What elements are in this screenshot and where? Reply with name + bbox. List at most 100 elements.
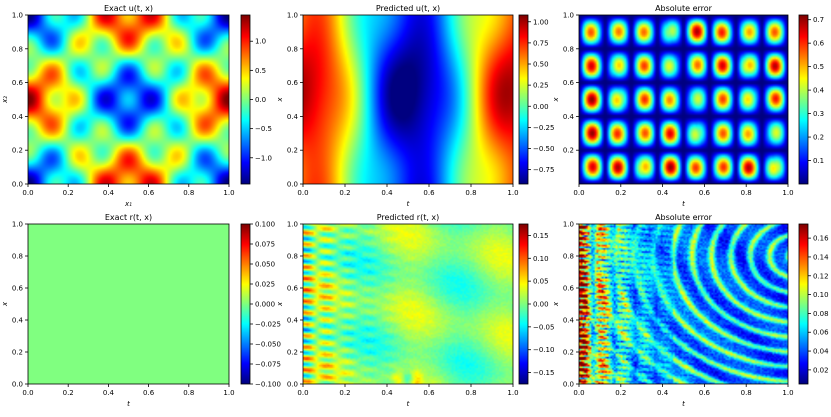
x-axis-label: t xyxy=(407,200,410,208)
y-tick-label: 0.2 xyxy=(563,349,574,357)
y-axis-label: x xyxy=(552,97,560,103)
y-tick-label: 1.0 xyxy=(563,12,574,20)
colorbar-tick-label: 0.7 xyxy=(813,16,824,24)
y-tick-label: 0.8 xyxy=(12,253,23,261)
colorbar-frame xyxy=(798,14,809,185)
x-tick-label: 0.0 xyxy=(573,189,584,197)
y-tick-label: 0.6 xyxy=(563,79,575,87)
x-tick-label: 0.4 xyxy=(103,389,115,397)
x-tick-label: 1.0 xyxy=(223,189,234,197)
y-axis-label: x xyxy=(276,97,284,103)
colorbar-tick-label: 0.050 xyxy=(255,261,275,269)
plot-frame xyxy=(302,14,514,185)
x-tick-label: 0.4 xyxy=(103,189,115,197)
colorbar-tick-label: 0.10 xyxy=(533,255,549,263)
x-tick-label: 0.0 xyxy=(22,189,33,197)
plot-frame xyxy=(578,14,789,185)
colorbar-tick-label: −0.05 xyxy=(533,323,554,331)
panel-title: Absolute error xyxy=(655,4,713,13)
x-tick-label: 0.4 xyxy=(657,389,669,397)
x-axis-label: t xyxy=(127,400,130,408)
colorbar-tick-label: 0.15 xyxy=(533,232,549,240)
y-tick-label: 0.8 xyxy=(12,45,23,53)
colorbar-gradient xyxy=(519,15,528,184)
heatmap-image xyxy=(579,15,788,184)
colorbar-tick-label: 0.06 xyxy=(813,329,829,337)
colorbar-tick-label: −0.100 xyxy=(255,381,281,389)
colorbar-gradient xyxy=(241,15,250,184)
y-tick-label: 1.0 xyxy=(563,221,574,229)
x-tick-label: 0.6 xyxy=(699,189,711,197)
x-tick-label: 1.0 xyxy=(507,389,518,397)
x-tick-label: 0.0 xyxy=(297,389,308,397)
y-axis-label: x xyxy=(552,301,560,307)
heatmap-image xyxy=(28,15,229,184)
x-tick-label: 0.4 xyxy=(381,189,393,197)
heatmap-image xyxy=(579,224,788,384)
y-tick-label: 0.4 xyxy=(287,113,299,121)
colorbar-tick-label: 0.14 xyxy=(813,253,829,261)
colorbar-tick-label: 0.075 xyxy=(255,241,275,249)
colorbar: 0.100 0.075 0.050 0.025 0.000 −0.025 −0.050 −0.… xyxy=(240,221,281,389)
y-tick-label: 0.4 xyxy=(563,113,575,121)
y-tick-label: 0.4 xyxy=(563,317,575,325)
x-axis-label: x₁ xyxy=(124,200,132,208)
x-tick-label: 0.6 xyxy=(423,389,435,397)
x-axis-label: t xyxy=(407,400,410,408)
colorbar-tick-label: −0.050 xyxy=(255,341,281,349)
colorbar-tick-label: 0.5 xyxy=(813,63,824,71)
colorbar-tick-label: 0.08 xyxy=(813,310,829,318)
y-tick-label: 0.0 xyxy=(287,181,298,189)
colorbar-tick-label: 0.000 xyxy=(255,301,275,309)
colorbar-gradient xyxy=(799,224,808,384)
x-tick-label: 0.2 xyxy=(615,389,626,397)
x-tick-label: 0.6 xyxy=(143,189,155,197)
heatmap-panel-1: Exact u(t, x) 0.0 0.2 0.4 0.6 0.8 1.0 0.0 0.2 0.4… xyxy=(1,4,272,208)
y-tick-label: 0.4 xyxy=(12,113,24,121)
y-tick-label: 1.0 xyxy=(12,12,23,20)
colorbar-tick-label: 0.1 xyxy=(813,157,824,165)
panel-title: Predicted r(t, x) xyxy=(377,213,440,222)
colorbar-tick-label: 0.04 xyxy=(813,348,829,356)
x-tick-label: 0.0 xyxy=(297,189,308,197)
colorbar-tick-label: 0.12 xyxy=(813,272,829,280)
panel-title: Absolute error xyxy=(655,213,713,222)
colorbar-tick-label: 0.02 xyxy=(813,366,829,374)
y-tick-label: 1.0 xyxy=(287,221,298,229)
colorbar-gradient xyxy=(241,224,250,384)
colorbar-tick-label: 0.75 xyxy=(533,39,549,47)
y-tick-label: 0.2 xyxy=(12,147,23,155)
x-tick-label: 0.2 xyxy=(63,189,74,197)
x-tick-label: 0.4 xyxy=(381,389,393,397)
colorbar-tick-label: 0.25 xyxy=(533,82,549,90)
y-tick-label: 0.2 xyxy=(12,349,23,357)
colorbar: 0.7 0.6 0.5 0.4 0.3 0.2 0.1 xyxy=(798,14,825,185)
y-tick-label: 0.8 xyxy=(563,253,574,261)
colorbar-tick-label: 1.0 xyxy=(255,38,266,46)
colorbar-tick-label: −0.5 xyxy=(255,125,272,133)
colorbar-tick-label: 0.3 xyxy=(813,110,824,118)
colorbar-tick-label: 0.025 xyxy=(255,281,275,289)
colorbar-tick-label: 0.5 xyxy=(255,67,266,75)
colorbar-tick-label: 0.100 xyxy=(255,221,275,229)
y-tick-label: 1.0 xyxy=(12,221,23,229)
x-tick-label: 1.0 xyxy=(507,189,518,197)
y-tick-label: 0.8 xyxy=(287,253,298,261)
y-tick-label: 0.4 xyxy=(287,317,299,325)
y-axis-label: x xyxy=(276,301,284,307)
heatmap-image xyxy=(303,15,513,184)
y-tick-label: 0.6 xyxy=(287,79,299,87)
colorbar-tick-label: 0.6 xyxy=(813,40,825,48)
colorbar-tick-label: 0.0 xyxy=(255,96,266,104)
x-axis-label: t xyxy=(682,400,685,408)
colorbar-tick-label: −0.025 xyxy=(255,321,281,329)
x-tick-label: 0.6 xyxy=(699,389,711,397)
colorbar-tick-label: −0.10 xyxy=(533,346,554,354)
plot-frame xyxy=(578,223,789,385)
colorbar-tick-label: −0.50 xyxy=(533,145,554,153)
plot-frame xyxy=(302,223,514,385)
colorbar-tick-label: 0.2 xyxy=(813,134,824,142)
x-tick-label: 0.4 xyxy=(657,189,669,197)
y-tick-label: 1.0 xyxy=(287,12,298,20)
colorbar-tick-label: −0.25 xyxy=(533,124,554,132)
